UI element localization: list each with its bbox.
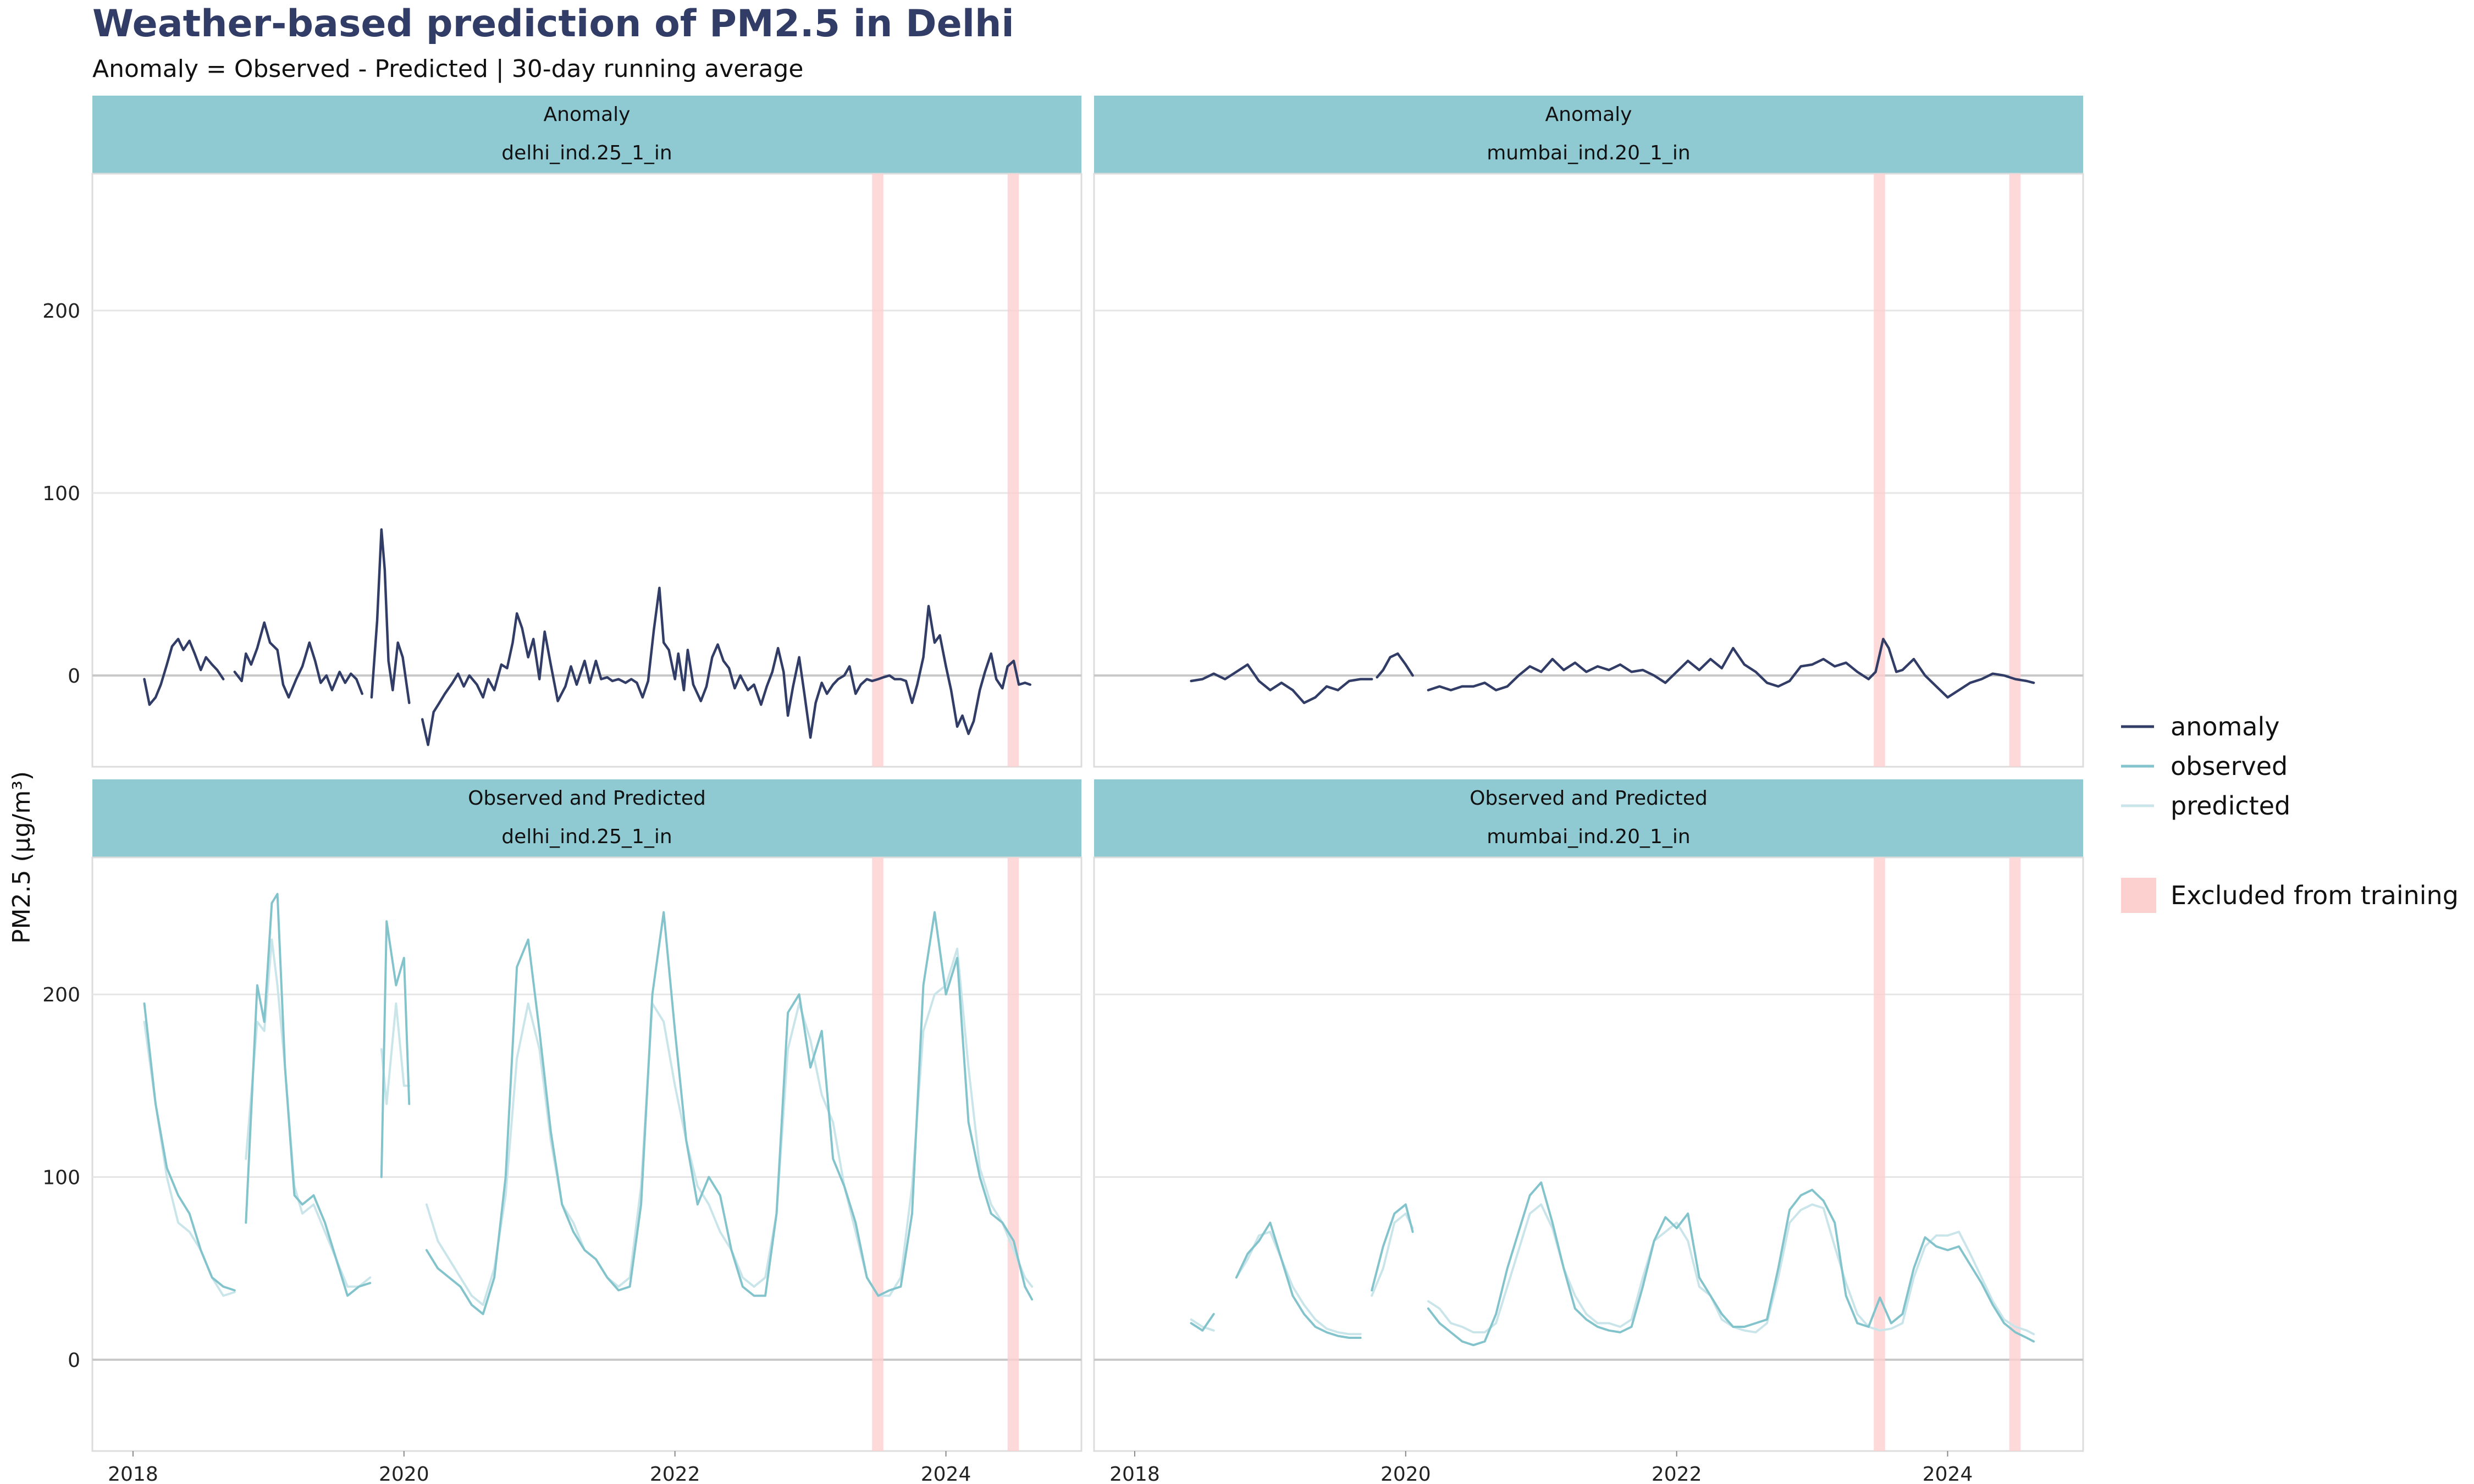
x-tick-label: 2020 (379, 1463, 429, 1484)
series-anomaly (143, 528, 1032, 746)
observed-line (380, 920, 411, 1178)
panel-r1-c1: Observed and Predicted mumbai_ind.20_1_in… (1093, 779, 2084, 1484)
excluded-band (1007, 857, 1019, 1451)
panel-border (91, 173, 1083, 768)
facet-strip (1094, 96, 2083, 174)
observed-line (1427, 1181, 2035, 1347)
y-tick-label: 200 (42, 300, 80, 323)
series-anomaly (1190, 638, 2035, 705)
chart-subtitle: Anomaly = Observed - Predicted | 30-day … (92, 55, 803, 83)
x-tick-label: 2018 (1109, 1463, 1160, 1484)
chart-title: Weather-based prediction of PM2.5 in Del… (92, 2, 1014, 46)
legend-label-anomaly: anomaly (2171, 712, 2280, 741)
y-tick-label: 200 (42, 984, 80, 1006)
anomaly-line (1427, 638, 2035, 699)
excluded-band (1874, 174, 1885, 767)
legend: anomaly observed predicted Excluded from tr… (2121, 712, 2459, 913)
x-tick-label: 2020 (1380, 1463, 1431, 1484)
y-tick-label: 100 (42, 1167, 80, 1189)
legend-key-excluded (2121, 878, 2156, 913)
y-tick-label: 0 (68, 665, 80, 688)
facet-row-label: Observed and Predicted (468, 787, 706, 810)
anomaly-line (370, 528, 411, 705)
observed-line (245, 893, 372, 1297)
y-tick-label: 0 (68, 1349, 80, 1372)
anomaly-line (421, 586, 1032, 746)
y-axis-title: PM2.5 (µg/m³) (8, 771, 36, 944)
facet-row-label: Observed and Predicted (1470, 787, 1708, 810)
facet-row-label: Anomaly (1545, 103, 1632, 126)
legend-label-predicted: predicted (2171, 791, 2290, 821)
panel-border (1093, 173, 2084, 768)
y-tick-label: 100 (42, 483, 80, 505)
facet-col-label: delhi_ind.25_1_in (501, 142, 672, 164)
x-tick-label: 2022 (650, 1463, 700, 1484)
facet-strip (92, 96, 1081, 174)
panel-border (1093, 856, 2084, 1452)
series-observed (143, 893, 1034, 1315)
predicted-line (1190, 1318, 1215, 1332)
excluded-band (872, 857, 883, 1451)
x-tick-label: 2018 (108, 1463, 158, 1484)
panel-r0-c1: Anomaly mumbai_ind.20_1_in (1093, 96, 2084, 768)
legend-label-observed: observed (2171, 751, 2288, 781)
facet-strip (1094, 779, 2083, 857)
x-tick-label: 2022 (1652, 1463, 1702, 1484)
facet-col-label: mumbai_ind.20_1_in (1487, 142, 1691, 164)
excluded-band (1007, 174, 1019, 767)
predicted-line (380, 1002, 411, 1105)
panel-r0-c0: Anomaly delhi_ind.25_1_in 0 100 200 (42, 96, 1083, 768)
excluded-band (872, 174, 883, 767)
facet-col-label: mumbai_ind.20_1_in (1487, 826, 1691, 848)
predicted-line (1235, 1231, 1362, 1336)
x-tick-label: 2024 (1923, 1463, 1973, 1484)
excluded-band (1874, 857, 1885, 1451)
anomaly-line (233, 621, 363, 699)
series-observed (1190, 1181, 2035, 1347)
panels: Anomaly delhi_ind.25_1_in 0 100 200 Anomaly mu… (42, 96, 2084, 1484)
predicted-line (1371, 1212, 1414, 1297)
observed-line (1371, 1203, 1414, 1292)
anomaly-line (143, 638, 225, 706)
facet-col-label: delhi_ind.25_1_in (501, 826, 672, 848)
facet-row-label: Anomaly (544, 103, 631, 126)
observed-line (1190, 1313, 1215, 1332)
facet-strip (92, 779, 1081, 857)
panel-r1-c0: Observed and Predicted delhi_ind.25_1_in 0… (42, 779, 1083, 1484)
anomaly-line (1190, 663, 1373, 705)
panel-border (91, 856, 1083, 1452)
x-tick-label: 2024 (921, 1463, 971, 1484)
excluded-band (2009, 857, 2021, 1451)
excluded-band (2009, 174, 2021, 767)
observed-line (1235, 1221, 1362, 1339)
observed-line (425, 911, 1034, 1315)
anomaly-line (1376, 652, 1414, 679)
legend-label-excluded: Excluded from training (2171, 881, 2459, 910)
observed-line (143, 1002, 236, 1292)
